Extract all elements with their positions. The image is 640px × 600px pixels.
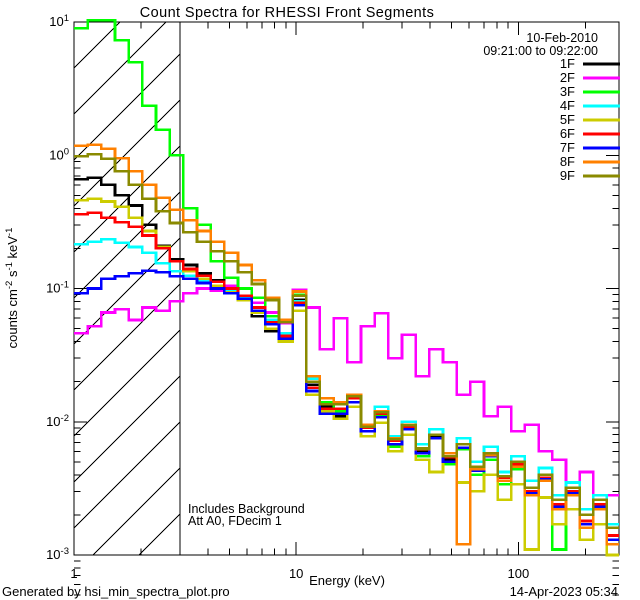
- legend-label-8F: 8F: [560, 154, 575, 169]
- legend-label-2F: 2F: [560, 70, 575, 85]
- svg-text:100: 100: [49, 146, 69, 162]
- legend-label-9F: 9F: [560, 168, 575, 183]
- legend-label-4F: 4F: [560, 98, 575, 113]
- legend-item-5F: 5F: [560, 112, 620, 127]
- legend-label-3F: 3F: [560, 84, 575, 99]
- footer-timestamp: 14-Apr-2023 05:34: [509, 584, 618, 599]
- svg-text:1: 1: [70, 566, 77, 581]
- series-9F-line: [74, 152, 619, 530]
- legend-item-6F: 6F: [560, 126, 620, 141]
- legend-item-7F: 7F: [560, 140, 620, 155]
- legend-item-2F: 2F: [560, 70, 620, 85]
- y-axis-title: counts cm-2 s-1 keV-1: [4, 228, 20, 349]
- footer-generated-by: Generated by hsi_min_spectra_plot.pro: [2, 584, 230, 599]
- svg-text:10-3: 10-3: [46, 546, 69, 562]
- legend-item-3F: 3F: [560, 84, 620, 99]
- svg-text:10-1: 10-1: [46, 280, 69, 296]
- svg-text:101: 101: [49, 13, 69, 29]
- observation-time-range: 09:21:00 to 09:22:00: [483, 44, 598, 58]
- observation-date: 10-Feb-2010: [526, 31, 598, 45]
- legend-label-1F: 1F: [560, 56, 575, 71]
- annotation-attenuator-state: Att A0, FDecim 1: [188, 514, 282, 528]
- series-2F-line: [74, 284, 619, 511]
- legend-label-5F: 5F: [560, 112, 575, 127]
- chart-title: Count Spectra for RHESSI Front Segments: [139, 5, 435, 21]
- svg-text:100: 100: [508, 566, 530, 581]
- svg-text:10-2: 10-2: [46, 413, 69, 429]
- y-tick-labels: 101 100 10-1 10-2 10-3: [46, 13, 69, 562]
- legend-item-8F: 8F: [560, 154, 620, 169]
- x-tick-labels: 1 10 100: [70, 566, 529, 581]
- x-axis-title: Energy (keV): [309, 573, 385, 588]
- legend-item-4F: 4F: [560, 98, 620, 113]
- axes: [73, 21, 620, 596]
- series-3F-line: [74, 19, 619, 551]
- legend-label-7F: 7F: [560, 140, 575, 155]
- legend-item-9F: 9F: [560, 168, 620, 183]
- svg-text:10: 10: [289, 566, 303, 581]
- series-4F-line: [74, 237, 619, 526]
- plot-frame: [73, 21, 620, 556]
- annotation-includes-background: Includes Background: [188, 502, 305, 516]
- legend-item-1F: 1F: [560, 56, 620, 71]
- legend-label-6F: 6F: [560, 126, 575, 141]
